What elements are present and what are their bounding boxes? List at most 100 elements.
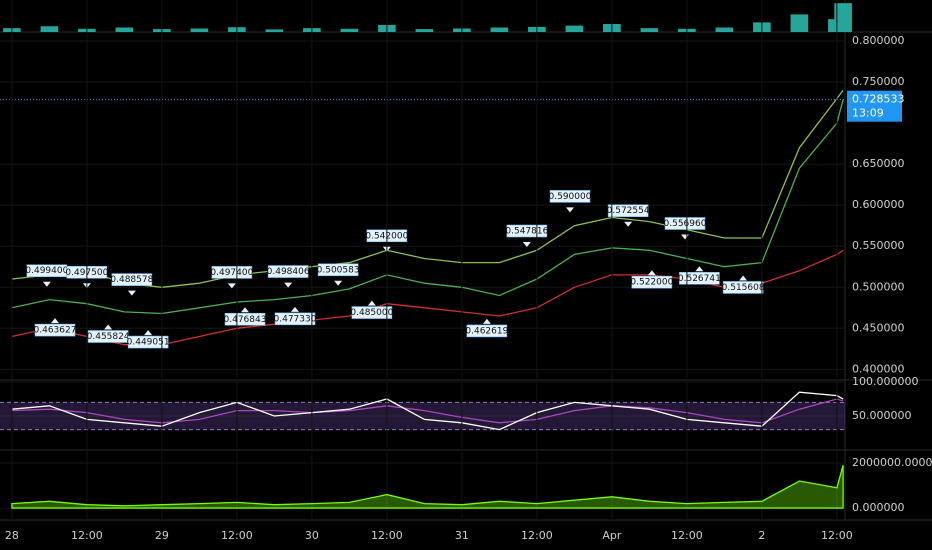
- pivot-marker: [241, 307, 249, 313]
- x-tick-label: 30: [305, 529, 319, 542]
- pivot-marker: [522, 242, 531, 248]
- current-time-label: 13:09: [852, 107, 884, 120]
- series-line: [11, 398, 844, 424]
- volume-bar: [415, 29, 434, 32]
- pivot-marker: [291, 306, 299, 312]
- pivot-label: 0.547816: [505, 227, 548, 237]
- y-tick-label: 0.400000: [852, 362, 905, 375]
- pivot-box: [211, 266, 253, 279]
- pivot-label: 0.449051: [127, 338, 170, 348]
- x-tick-label: 2: [758, 529, 765, 542]
- pivot-box: [127, 335, 169, 349]
- pivot-marker: [227, 283, 236, 289]
- pivot-marker: [144, 330, 153, 336]
- y-tick-label: 50.000000: [852, 409, 912, 422]
- x-tick-label: 29: [155, 529, 169, 542]
- pivot-label: 0.497400: [210, 268, 253, 278]
- series-line: [11, 391, 844, 431]
- volume-bar: [340, 28, 359, 32]
- level-band: [0, 402, 845, 430]
- volume-bar: [834, 3, 852, 32]
- pivot-label: 0.590000: [549, 192, 592, 202]
- volume-bar: [115, 27, 134, 32]
- pivot-box: [267, 265, 309, 278]
- x-tick-label: 12:00: [371, 529, 403, 542]
- pivot-box: [274, 312, 316, 326]
- volume-bar: [715, 27, 734, 32]
- pivot-marker: [739, 275, 748, 281]
- pivot-box: [224, 312, 266, 326]
- series-line: [11, 89, 844, 288]
- pivot-marker: [695, 266, 704, 272]
- y-tick-label: 0.750000: [852, 75, 905, 88]
- pivot-label: 0.485000: [350, 308, 393, 318]
- volume-bar: [640, 28, 659, 32]
- pivot-label: 0.556960: [664, 219, 707, 229]
- volume-bar: [490, 27, 509, 32]
- y-tick-label: 0.550000: [852, 239, 905, 252]
- y-tick-label: 0.450000: [852, 321, 905, 334]
- pivot-box: [111, 273, 153, 286]
- pivot-box: [664, 217, 706, 230]
- volume-bar: [265, 29, 284, 32]
- pivot-label: 0.488578: [110, 275, 153, 285]
- pivot-label: 0.462619: [465, 326, 508, 336]
- pivot-box: [34, 323, 76, 337]
- x-tick-label: 12:00: [221, 529, 253, 542]
- pivot-label: 0.476843: [224, 315, 267, 325]
- pivot-label: 0.477330: [274, 314, 317, 324]
- pivot-marker: [647, 270, 656, 276]
- pivot-box: [466, 324, 508, 338]
- pivot-label: 0.515608: [722, 283, 765, 293]
- pivot-marker: [104, 324, 113, 330]
- pivot-box: [679, 272, 720, 285]
- pivot-box: [549, 190, 591, 203]
- y-tick-label: 0.600000: [852, 198, 905, 211]
- pivot-label: 0.498406: [267, 267, 310, 277]
- y-tick-label: 2000000.000000: [852, 456, 932, 469]
- pivot-box: [607, 204, 649, 218]
- x-tick-label: 12:00: [821, 529, 853, 542]
- y-tick-label: 100.000000: [852, 375, 918, 388]
- pivot-marker: [482, 318, 491, 324]
- x-tick-label: 12:00: [671, 529, 703, 542]
- pivot-marker: [334, 280, 343, 286]
- pivot-marker: [42, 281, 51, 287]
- current-price-box: [847, 90, 902, 122]
- series-area: [11, 465, 844, 509]
- pivot-label: 0.499400: [25, 266, 68, 276]
- volume-bar: [565, 25, 584, 32]
- pivot-label: 0.455824: [87, 332, 130, 342]
- y-tick-label: 0.800000: [852, 34, 905, 47]
- volume-bar: [790, 14, 809, 32]
- x-tick-label: 31: [455, 529, 469, 542]
- pivot-marker: [284, 282, 293, 288]
- y-tick-label: 0.500000: [852, 280, 905, 293]
- pivot-marker: [367, 300, 376, 306]
- series-line: [11, 99, 844, 315]
- volume-bar: [190, 28, 209, 32]
- x-tick-label: 28: [5, 529, 19, 542]
- pivot-marker: [624, 221, 633, 227]
- x-tick-label: Apr: [602, 529, 622, 542]
- volume-bar: [40, 26, 59, 32]
- current-price-label: 0.728533: [852, 93, 905, 106]
- x-tick-label: 12:00: [71, 529, 103, 542]
- y-tick-label: 0.650000: [852, 157, 905, 170]
- pivot-label: 0.572554: [607, 206, 650, 216]
- pivot-box: [722, 281, 764, 294]
- pivot-box: [351, 306, 393, 319]
- pivot-marker: [51, 318, 59, 324]
- x-tick-label: 12:00: [521, 529, 553, 542]
- pivot-label: 0.522000: [630, 278, 673, 288]
- pivot-label: 0.463627: [34, 326, 77, 336]
- y-tick-label: 0.000000: [852, 501, 905, 514]
- pivot-box: [317, 263, 359, 277]
- pivot-box: [631, 275, 673, 289]
- pivot-label: 0.500583: [317, 265, 360, 275]
- pivot-marker: [566, 207, 574, 213]
- pivot-label: 0.526741: [678, 274, 721, 284]
- pivot-marker: [127, 290, 136, 296]
